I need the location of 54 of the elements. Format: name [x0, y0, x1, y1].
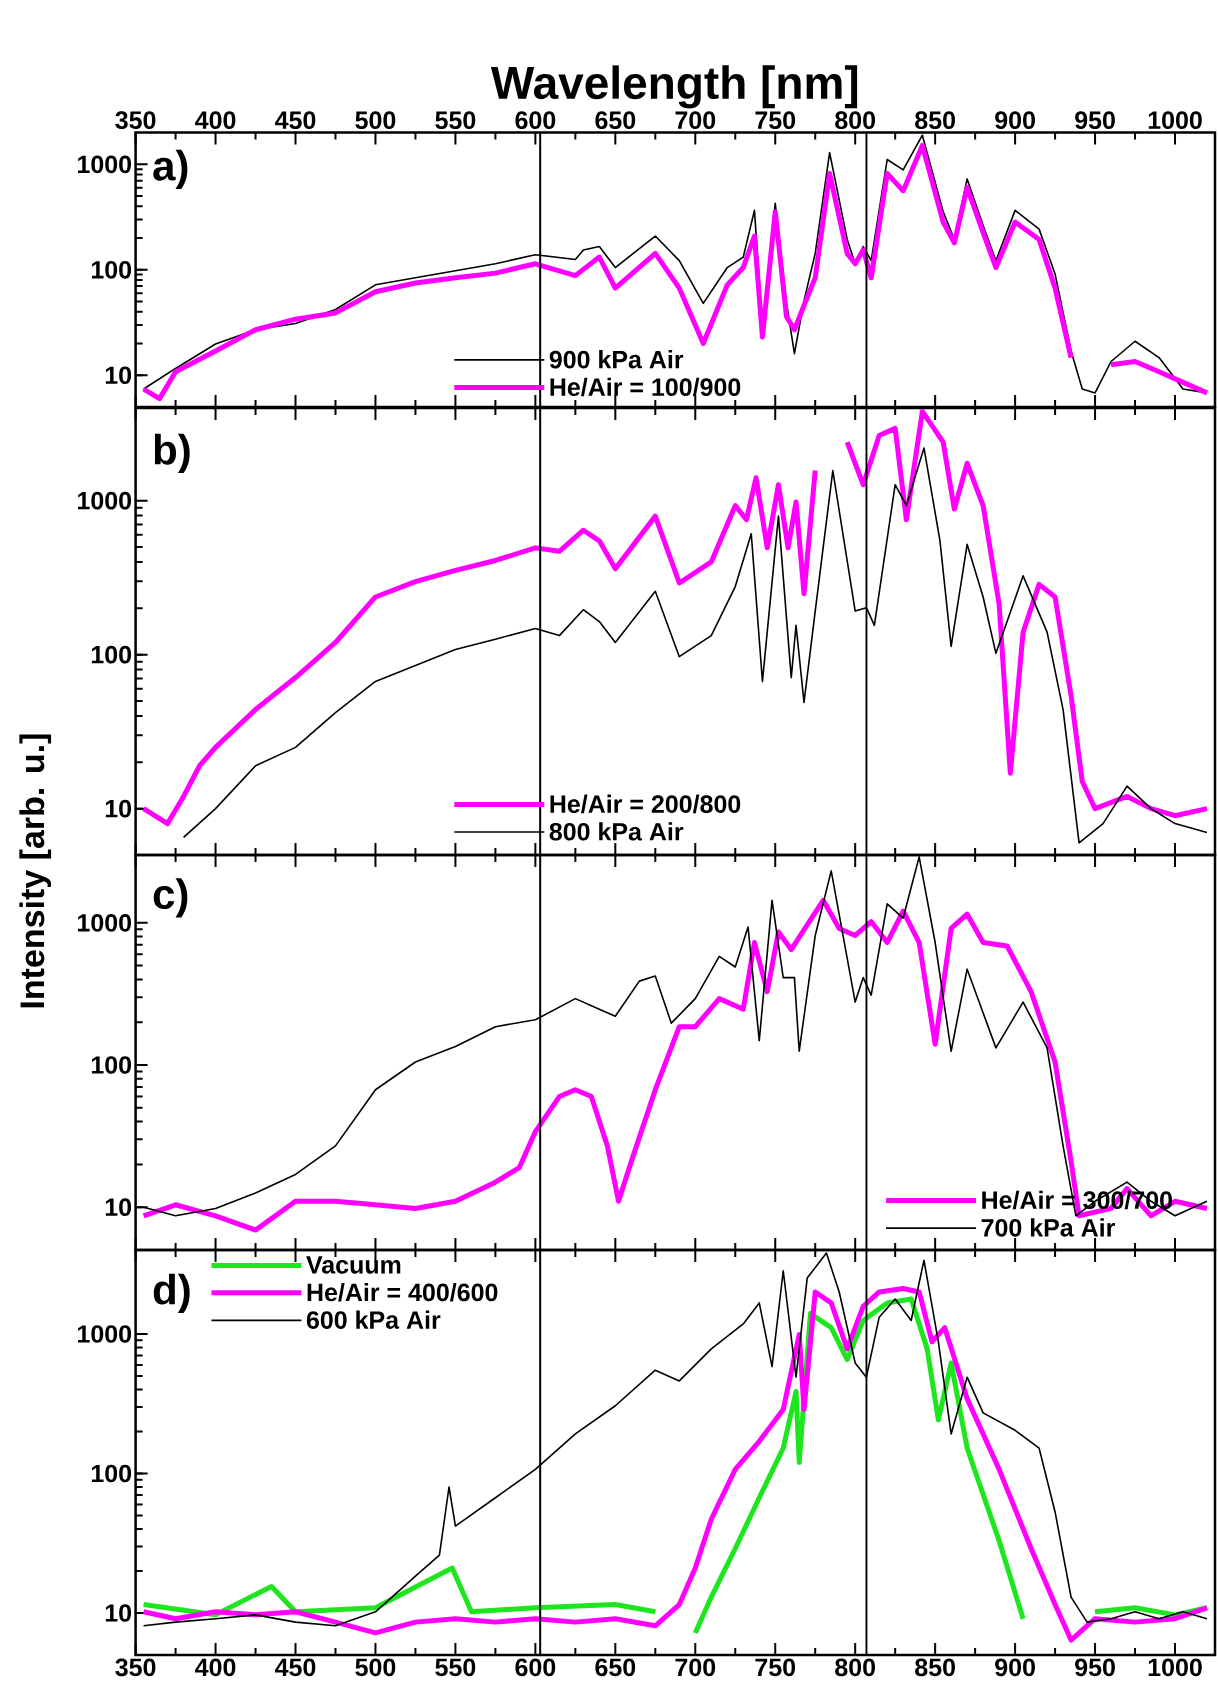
y-tick-label: 1000 — [78, 1325, 132, 1343]
x-tick-label: 700 — [675, 1658, 716, 1677]
x-tick-label: 900 — [995, 1658, 1035, 1677]
x-tick-label: 800 — [835, 111, 876, 130]
x-tick-label: 750 — [755, 1658, 796, 1677]
x-tick-label: 500 — [355, 1658, 396, 1677]
x-tick-label: 600 — [515, 111, 556, 130]
x-axis-title: Wavelength [nm] — [490, 65, 858, 109]
x-tick-label: 550 — [435, 111, 476, 130]
x-tick-label: 350 — [115, 1658, 156, 1677]
x-tick-label: 950 — [1075, 1658, 1115, 1677]
x-tick-label: 1000 — [1148, 1658, 1202, 1677]
legend-label: 900 kPa Air — [549, 350, 684, 369]
legend-label: He/Air = 200/800 — [550, 794, 741, 814]
x-tick-label: 600 — [515, 1658, 556, 1677]
x-tick-label: 450 — [275, 111, 316, 130]
x-tick-label: 450 — [275, 1658, 316, 1677]
legend-label: He/Air = 100/900 — [550, 377, 741, 397]
y-tick-label: 100 — [91, 1056, 132, 1074]
y-tick-label: 100 — [91, 1464, 132, 1483]
x-tick-label: 500 — [355, 111, 396, 130]
x-tick-label: 700 — [675, 111, 716, 130]
y-axis-title: Intensity [arb. u.] — [19, 734, 52, 1008]
y-tick-label: 1000 — [78, 155, 132, 174]
legend-label: 700 kPa Air — [981, 1218, 1115, 1237]
x-tick-label: 650 — [595, 1658, 636, 1677]
annotation: c) — [153, 878, 188, 918]
y-tick-label: 1000 — [78, 491, 132, 510]
x-tick-label: 950 — [1075, 111, 1115, 130]
y-tick-label: 100 — [91, 645, 132, 664]
x-tick-label: 400 — [195, 1658, 236, 1677]
legend-label: 800 kPa Air — [549, 822, 684, 841]
y-tick-label: 1000 — [78, 913, 132, 932]
y-tick-label: 10 — [105, 1198, 132, 1217]
x-tick-label: 400 — [195, 111, 236, 130]
x-tick-label: 1000 — [1148, 111, 1202, 130]
x-tick-label: 350 — [115, 111, 156, 130]
legend-label: Vacuum — [306, 1256, 401, 1274]
annotation: b) — [154, 433, 190, 474]
x-tick-label: 750 — [755, 111, 796, 130]
x-tick-label: 800 — [835, 1658, 876, 1677]
x-tick-label: 850 — [915, 111, 955, 130]
y-tick-label: 10 — [105, 1604, 132, 1622]
legend-label: He/Air = 400/600 — [307, 1282, 498, 1302]
legend-label: 600 kPa Air — [306, 1310, 441, 1329]
annotation: d) — [153, 1273, 190, 1313]
x-tick-label: 900 — [995, 111, 1035, 130]
x-tick-label: 550 — [435, 1658, 476, 1677]
y-tick-label: 10 — [105, 799, 132, 818]
annotation: a) — [153, 149, 188, 189]
x-tick-label: 650 — [595, 111, 636, 130]
y-tick-label: 100 — [91, 260, 132, 279]
x-tick-label: 850 — [915, 1658, 955, 1677]
y-tick-label: 10 — [105, 366, 132, 385]
